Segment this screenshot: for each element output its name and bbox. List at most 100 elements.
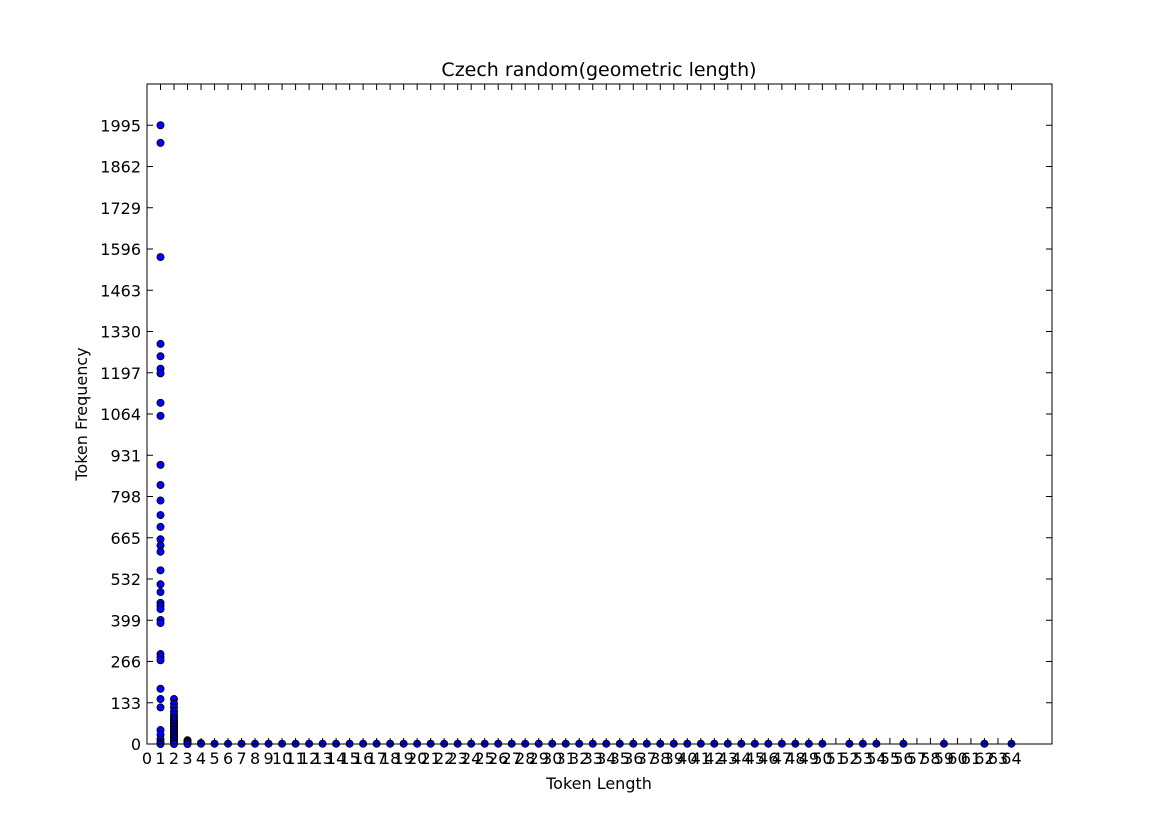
- ticks-layer: 0133266399532665798931106411971330146315…: [100, 84, 1052, 768]
- y-tick-label: 931: [110, 446, 141, 465]
- x-tick-label: 16: [353, 749, 373, 768]
- data-point: [156, 684, 165, 693]
- x-tick-label: 22: [434, 749, 454, 768]
- x-tick-label: 41: [691, 749, 711, 768]
- x-tick-label: 28: [515, 749, 535, 768]
- x-tick-label: 15: [339, 749, 359, 768]
- x-tick-label: 55: [880, 749, 900, 768]
- x-tick-label: 20: [407, 749, 427, 768]
- data-point: [156, 398, 165, 407]
- y-tick-label: 798: [110, 488, 141, 507]
- data-point: [156, 703, 165, 712]
- x-tick-label: 46: [758, 749, 778, 768]
- data-point: [156, 511, 165, 520]
- x-tick-label: 8: [250, 749, 260, 768]
- x-tick-label: 42: [704, 749, 724, 768]
- x-tick-label: 14: [326, 749, 346, 768]
- y-tick-label: 399: [110, 611, 141, 630]
- x-tick-label: 13: [312, 749, 332, 768]
- data-point: [156, 121, 165, 130]
- x-tick-label: 33: [583, 749, 603, 768]
- y-tick-label: 665: [110, 529, 141, 548]
- x-tick-label: 6: [223, 749, 233, 768]
- x-tick-label: 40: [677, 749, 697, 768]
- x-tick-label: 60: [947, 749, 967, 768]
- data-point: [156, 411, 165, 420]
- x-tick-label: 57: [907, 749, 927, 768]
- data-point: [156, 656, 165, 665]
- y-tick-label: 1729: [100, 199, 141, 218]
- x-tick-label: 29: [529, 749, 549, 768]
- data-point: [156, 588, 165, 597]
- data-point: [156, 695, 165, 704]
- y-tick-label: 1862: [100, 158, 141, 177]
- x-tick-label: 58: [920, 749, 940, 768]
- x-tick-label: 26: [488, 749, 508, 768]
- x-tick-label: 1: [155, 749, 165, 768]
- x-tick-label: 35: [610, 749, 630, 768]
- x-tick-label: 12: [299, 749, 319, 768]
- y-tick-label: 266: [110, 653, 141, 672]
- x-tick-label: 63: [988, 749, 1008, 768]
- x-tick-label: 4: [196, 749, 206, 768]
- x-tick-label: 50: [812, 749, 832, 768]
- x-tick-label: 43: [718, 749, 738, 768]
- data-point: [156, 253, 165, 262]
- x-tick-label: 10: [272, 749, 292, 768]
- x-tick-label: 31: [556, 749, 576, 768]
- data-point: [156, 352, 165, 361]
- y-tick-label: 133: [110, 694, 141, 713]
- data-point: [156, 605, 165, 614]
- x-tick-label: 56: [893, 749, 913, 768]
- y-tick-label: 1995: [100, 116, 141, 135]
- x-tick-label: 36: [623, 749, 643, 768]
- x-tick-label: 51: [826, 749, 846, 768]
- x-tick-label: 9: [263, 749, 273, 768]
- x-tick-label: 3: [182, 749, 192, 768]
- x-tick-label: 39: [664, 749, 684, 768]
- x-tick-label: 24: [461, 749, 481, 768]
- x-tick-label: 25: [475, 749, 495, 768]
- x-tick-label: 52: [839, 749, 859, 768]
- y-tick-label: 1596: [100, 240, 141, 259]
- x-tick-label: 45: [745, 749, 765, 768]
- x-tick-label: 48: [785, 749, 805, 768]
- x-tick-label: 17: [366, 749, 386, 768]
- y-tick-label: 1463: [100, 281, 141, 300]
- x-tick-label: 34: [596, 749, 616, 768]
- y-tick-label: 0: [131, 735, 141, 754]
- data-point: [156, 619, 165, 628]
- x-tick-label: 21: [420, 749, 440, 768]
- data-point: [156, 566, 165, 575]
- x-tick-label: 32: [569, 749, 589, 768]
- x-tick-label: 2: [169, 749, 179, 768]
- x-tick-label: 47: [772, 749, 792, 768]
- x-tick-label: 23: [447, 749, 467, 768]
- data-point: [156, 496, 165, 505]
- x-tick-label: 59: [934, 749, 954, 768]
- data-point: [156, 339, 165, 348]
- x-tick-label: 54: [866, 749, 886, 768]
- data-point: [156, 460, 165, 469]
- plot-area-frame: [146, 83, 1053, 745]
- x-tick-label: 64: [1001, 749, 1021, 768]
- x-tick-label: 38: [650, 749, 670, 768]
- y-tick-label: 1064: [100, 405, 141, 424]
- data-point: [156, 138, 165, 147]
- data-point: [156, 369, 165, 378]
- data-point: [156, 481, 165, 490]
- x-tick-label: 0: [142, 749, 152, 768]
- y-tick-label: 1330: [100, 323, 141, 342]
- chart-title: Czech random(geometric length): [441, 59, 756, 81]
- x-tick-label: 61: [961, 749, 981, 768]
- y-axis-title: Token Frequency: [72, 347, 91, 481]
- x-tick-label: 30: [542, 749, 562, 768]
- x-tick-label: 53: [853, 749, 873, 768]
- y-tick-label: 532: [110, 570, 141, 589]
- data-point: [156, 522, 165, 531]
- x-tick-label: 44: [731, 749, 751, 768]
- x-tick-label: 27: [502, 749, 522, 768]
- x-tick-label: 19: [393, 749, 413, 768]
